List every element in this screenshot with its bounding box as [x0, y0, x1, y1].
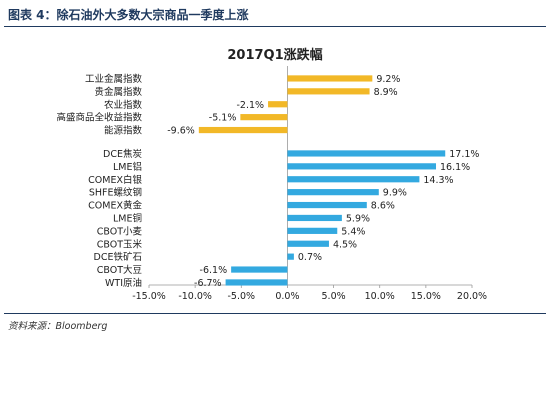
- bar: [287, 201, 367, 209]
- bar: [240, 114, 288, 121]
- x-tick-label: 10.0%: [365, 291, 395, 302]
- data-label: 17.1%: [449, 149, 479, 160]
- title-rule: [4, 26, 546, 27]
- data-label: -2.1%: [236, 100, 264, 111]
- x-tick-label: -10.0%: [178, 291, 212, 302]
- x-tick-label: 5.0%: [322, 291, 346, 302]
- category-label: 农业指数: [104, 99, 143, 111]
- data-label: 0.7%: [298, 252, 322, 263]
- data-label: 14.3%: [423, 175, 453, 186]
- category-label: CBOT大豆: [97, 264, 142, 276]
- data-label: 9.9%: [383, 188, 407, 199]
- data-label: 5.9%: [346, 213, 370, 224]
- bar: [268, 101, 288, 108]
- category-label: 能源指数: [104, 125, 143, 137]
- bar: [287, 240, 329, 247]
- bar: [287, 150, 446, 157]
- x-tick-label: -15.0%: [132, 291, 166, 302]
- bar: [287, 227, 338, 234]
- source-rule: [4, 313, 546, 314]
- bar: [287, 253, 294, 260]
- category-label: WTI原油: [105, 277, 142, 289]
- category-label: DCE铁矿石: [94, 251, 142, 263]
- data-label: 8.6%: [371, 201, 395, 212]
- data-label: 5.4%: [341, 226, 365, 237]
- x-tick-label: 0.0%: [275, 291, 299, 302]
- category-label: SHFE螺纹钢: [89, 187, 142, 199]
- category-label: COMEX白银: [88, 174, 142, 186]
- category-label: 高盛商品全收益指数: [56, 112, 142, 124]
- bar: [198, 126, 288, 134]
- data-label: 16.1%: [440, 162, 470, 173]
- category-label: LME铜: [113, 212, 142, 224]
- bar: [287, 214, 342, 222]
- category-label: 工业金属指数: [85, 73, 143, 85]
- source-note: 资料来源：Bloomberg: [8, 321, 108, 332]
- data-label: -9.6%: [167, 126, 195, 137]
- bar: [287, 75, 373, 82]
- bar: [225, 279, 288, 286]
- data-label: -6.1%: [200, 265, 228, 276]
- data-label: -6.7%: [194, 278, 222, 289]
- category-label: COMEX黄金: [88, 200, 142, 212]
- category-label: DCE焦炭: [103, 148, 142, 160]
- data-label: 4.5%: [333, 239, 357, 250]
- figure-title: 图表 4：除石油外大多数大宗商品一季度上涨: [8, 8, 249, 22]
- bar: [287, 88, 370, 95]
- category-label: LME铝: [113, 161, 142, 173]
- data-label: 9.2%: [376, 74, 400, 85]
- category-label: CBOT小麦: [97, 225, 143, 237]
- bar: [231, 266, 288, 273]
- bar: [287, 163, 437, 170]
- data-label: 8.9%: [374, 87, 398, 98]
- x-tick-label: -5.0%: [227, 291, 255, 302]
- category-label: 贵金属指数: [94, 86, 142, 98]
- chart-title: 2017Q1涨跌幅: [227, 48, 323, 63]
- bar: [287, 189, 379, 196]
- x-tick-label: 20.0%: [457, 291, 487, 302]
- data-label: -5.1%: [209, 113, 237, 124]
- category-label: CBOT玉米: [97, 238, 143, 250]
- bar: [287, 176, 420, 183]
- x-tick-label: 15.0%: [411, 291, 441, 302]
